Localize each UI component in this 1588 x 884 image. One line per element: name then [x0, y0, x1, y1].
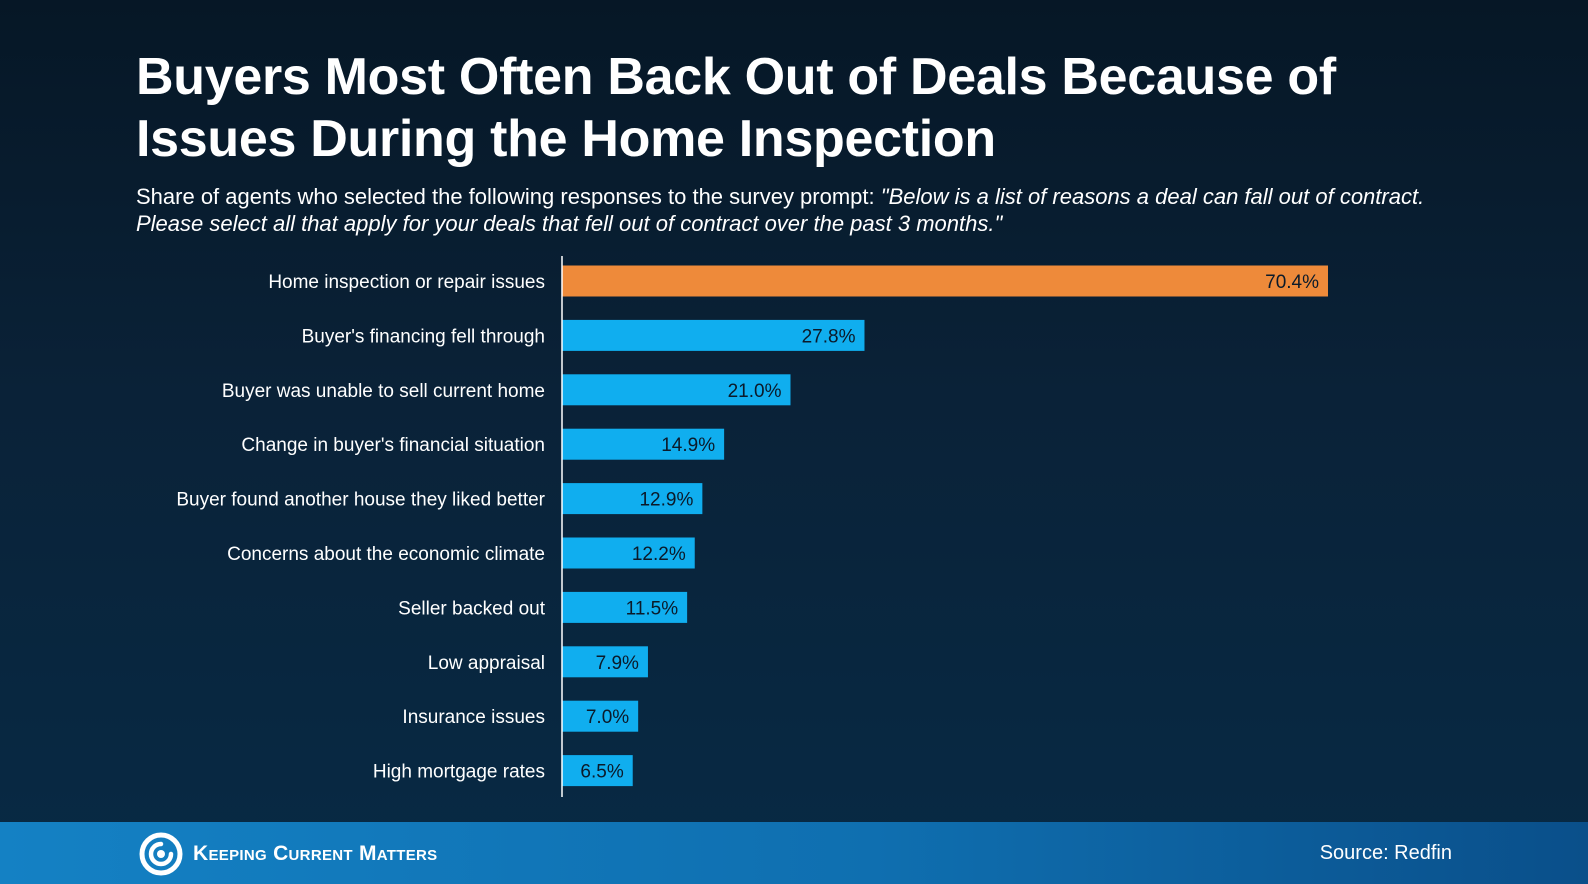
bar-2 [562, 374, 791, 406]
bar-8 [562, 700, 639, 732]
bar-0 [562, 265, 1328, 297]
value-label-6: 11.5% [626, 598, 679, 619]
source-label: Source: Redfin [1319, 842, 1452, 864]
brand-logo: Keeping Current Matters [139, 832, 437, 876]
category-label-4: Buyer found another house they liked bet… [176, 490, 545, 511]
category-label-2: Buyer was unable to sell current home [222, 381, 545, 402]
bar-3 [562, 428, 725, 460]
category-label-0: Home inspection or repair issues [268, 272, 545, 293]
bar-5 [562, 537, 695, 569]
bar-4 [562, 483, 703, 515]
subtitle-lead: Share of agents who selected the followi… [136, 184, 881, 209]
value-label-3: 14.9% [661, 435, 715, 456]
category-label-9: High mortgage rates [373, 762, 545, 783]
category-label-6: Seller backed out [398, 598, 546, 619]
value-label-4: 12.9% [639, 490, 693, 511]
bar-7 [562, 646, 648, 678]
value-label-1: 27.8% [802, 326, 856, 347]
footer-bar: Keeping Current Matters Source: Redfin [0, 822, 1588, 884]
brand-name: Keeping Current Matters [193, 842, 438, 865]
value-label-9: 6.5% [580, 762, 623, 783]
value-label-5: 12.2% [632, 544, 686, 565]
category-label-3: Change in buyer's financial situation [241, 435, 545, 456]
category-label-8: Insurance issues [402, 707, 545, 728]
value-label-0: 70.4% [1265, 272, 1319, 293]
category-label-7: Low appraisal [428, 653, 545, 674]
subtitle-quote: "Below is a list of reasons a deal can f… [136, 184, 1425, 236]
category-label-1: Buyer's financing fell through [302, 326, 545, 347]
value-label-8: 7.0% [586, 707, 629, 728]
category-label-5: Concerns about the economic climate [227, 544, 545, 565]
swirl-logo-icon [139, 832, 183, 876]
bar-9 [562, 755, 633, 787]
bar-6 [562, 591, 688, 623]
bar-1 [562, 319, 865, 351]
value-label-7: 7.9% [596, 653, 639, 674]
chart-title: Buyers Most Often Back Out of Deals Beca… [136, 48, 1336, 168]
value-label-2: 21.0% [728, 381, 782, 402]
chart-subtitle: Share of agents who selected the followi… [136, 183, 1466, 237]
